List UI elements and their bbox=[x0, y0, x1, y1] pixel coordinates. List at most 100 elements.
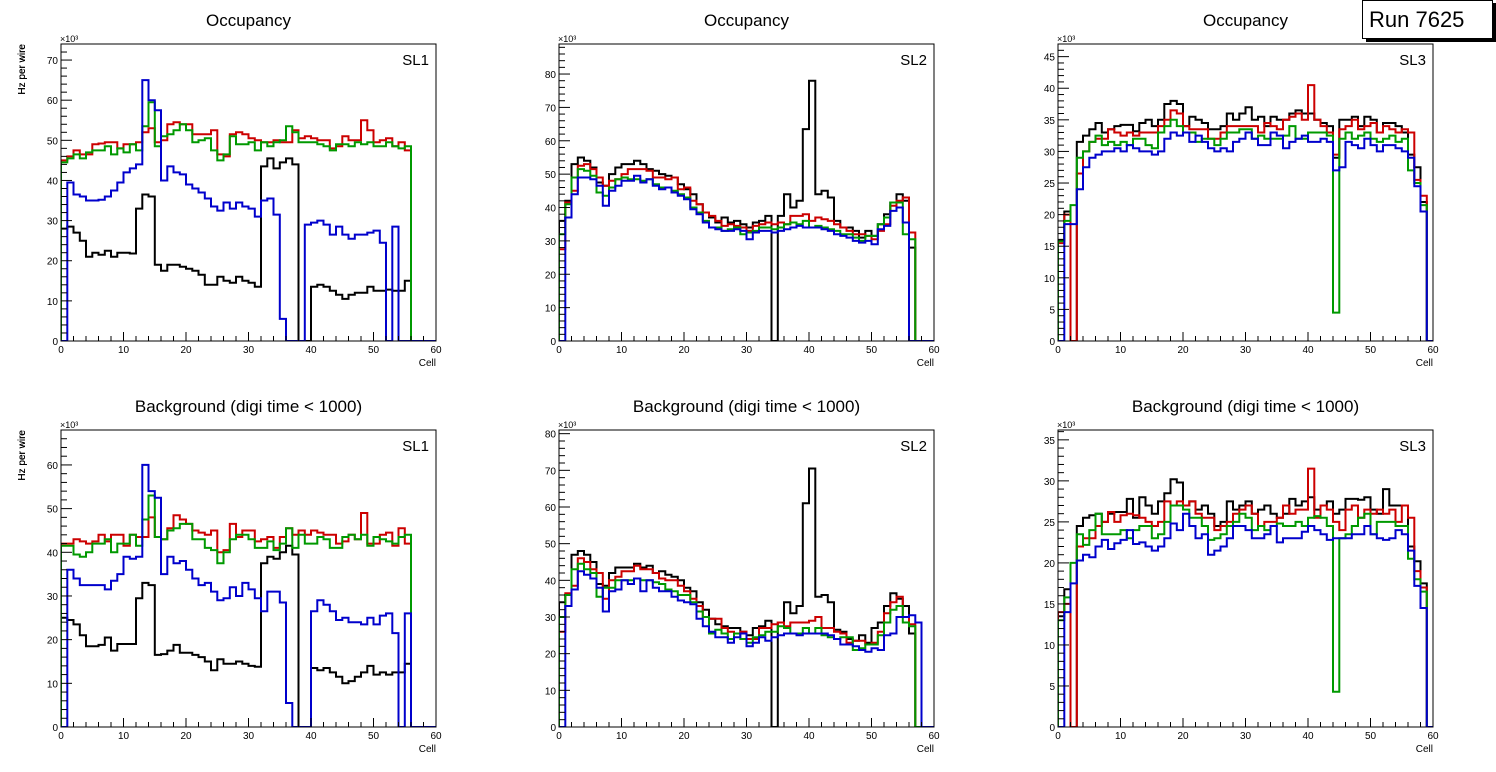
y-tick-label: 5 bbox=[1049, 305, 1055, 316]
x-tick-label: 10 bbox=[118, 345, 130, 356]
y-tick-label: 20 bbox=[1044, 559, 1056, 570]
plot-frame bbox=[558, 43, 935, 342]
y-axis-label: Hz per wire bbox=[17, 44, 28, 95]
x-tick-label: 0 bbox=[58, 345, 64, 356]
y-axis-label: Hz per wire bbox=[17, 44, 28, 95]
x-tick-label: 60 bbox=[430, 345, 442, 356]
x-tick-label: 40 bbox=[1302, 345, 1314, 356]
x-axis-label: Cell bbox=[419, 358, 436, 369]
series-line-black bbox=[61, 544, 436, 727]
y-tick-label: 50 bbox=[47, 136, 59, 147]
series-line-green bbox=[61, 494, 436, 727]
histogram-panel-5: Background (digi time < 1000) 0 10 20 30 40 50… bbox=[17, 397, 940, 755]
y-tick-label: 40 bbox=[545, 204, 557, 215]
x-tick-label: 40 bbox=[1302, 731, 1314, 742]
series-line-black bbox=[559, 79, 934, 341]
x-tick-label: 20 bbox=[678, 345, 690, 356]
superlayer-label: SL1 bbox=[402, 52, 429, 69]
y-axis-label: Hz per wire bbox=[17, 430, 28, 481]
panel-title: Occupancy bbox=[704, 11, 790, 30]
series-line-green bbox=[559, 168, 934, 341]
panel-title: Background (digi time < 1000) bbox=[135, 397, 362, 416]
y-tick-label: 35 bbox=[1044, 116, 1056, 127]
x-tick-label: 0 bbox=[556, 345, 562, 356]
y-tick-label: 0 bbox=[550, 723, 556, 734]
x-tick-label: 60 bbox=[928, 731, 940, 742]
histogram-panel-6: Background (digi time < 1000) 0 10 20 30 40 50… bbox=[17, 397, 1439, 755]
series-line-green bbox=[559, 562, 934, 727]
superlayer-label: SL2 bbox=[900, 52, 927, 69]
x-tick-label: 30 bbox=[1240, 731, 1252, 742]
x-tick-label: 30 bbox=[741, 731, 753, 742]
y-tick-label: 20 bbox=[545, 270, 557, 281]
superlayer-label: SL2 bbox=[900, 438, 927, 455]
x-tick-label: 0 bbox=[1055, 345, 1061, 356]
y-multiplier-label: ×10³ bbox=[60, 420, 78, 430]
histogram-panel-4: Background (digi time < 1000) 0 10 20 30 40 50… bbox=[17, 397, 442, 755]
y-tick-label: 80 bbox=[545, 430, 557, 441]
x-tick-label: 40 bbox=[305, 345, 317, 356]
y-tick-label: 50 bbox=[47, 505, 59, 516]
x-tick-label: 60 bbox=[928, 345, 940, 356]
y-tick-label: 10 bbox=[1044, 274, 1056, 285]
y-tick-label: 70 bbox=[545, 466, 557, 477]
y-tick-label: 50 bbox=[545, 540, 557, 551]
y-tick-label: 0 bbox=[550, 337, 556, 348]
panel-title: Occupancy bbox=[206, 11, 292, 30]
series-line-blue bbox=[1058, 512, 1433, 727]
y-tick-label: 10 bbox=[47, 297, 59, 308]
x-tick-label: 50 bbox=[866, 731, 878, 742]
y-tick-label: 10 bbox=[1044, 641, 1056, 652]
y-tick-label: 25 bbox=[1044, 518, 1056, 529]
histogram-panel-3: Occupancy 0 10 20 30 40 50 60 0 5 10 15 20 25 30 35 40 45… bbox=[17, 11, 1439, 369]
y-multiplier-label: ×10³ bbox=[558, 420, 576, 430]
series-line-green bbox=[1058, 504, 1433, 727]
x-tick-label: 50 bbox=[866, 345, 878, 356]
y-multiplier-label: ×10³ bbox=[1057, 34, 1075, 44]
y-tick-label: 60 bbox=[47, 96, 59, 107]
x-tick-label: 50 bbox=[1365, 731, 1377, 742]
panel-title: Occupancy bbox=[1203, 11, 1289, 30]
series-line-red bbox=[1058, 467, 1433, 727]
series-line-red bbox=[61, 512, 436, 727]
x-tick-label: 40 bbox=[803, 731, 815, 742]
x-tick-label: 20 bbox=[180, 731, 192, 742]
y-tick-label: 70 bbox=[47, 56, 59, 67]
x-tick-label: 50 bbox=[368, 345, 380, 356]
y-tick-label: 40 bbox=[545, 576, 557, 587]
y-axis-label: Hz per wire bbox=[17, 430, 28, 481]
y-tick-label: 35 bbox=[1044, 436, 1056, 447]
y-axis-label: Hz per wire bbox=[17, 44, 28, 95]
series-line-red bbox=[1058, 84, 1433, 341]
x-tick-label: 40 bbox=[803, 345, 815, 356]
series-line-black bbox=[61, 157, 436, 341]
y-tick-label: 40 bbox=[47, 176, 59, 187]
x-tick-label: 50 bbox=[368, 731, 380, 742]
series-line-green bbox=[61, 101, 436, 341]
y-tick-label: 30 bbox=[47, 217, 59, 228]
y-tick-label: 20 bbox=[47, 257, 59, 268]
series-line-black bbox=[1058, 478, 1433, 727]
y-tick-label: 30 bbox=[1044, 147, 1056, 158]
x-tick-label: 40 bbox=[305, 731, 317, 742]
plot-frame bbox=[1057, 43, 1434, 342]
y-tick-label: 20 bbox=[545, 650, 557, 661]
series-line-blue bbox=[61, 79, 436, 341]
y-tick-label: 15 bbox=[1044, 242, 1056, 253]
plot-frame bbox=[1057, 429, 1434, 728]
series-line-blue bbox=[559, 570, 934, 727]
y-tick-label: 30 bbox=[1044, 477, 1056, 488]
y-tick-label: 25 bbox=[1044, 179, 1056, 190]
x-tick-label: 10 bbox=[616, 345, 628, 356]
y-tick-label: 30 bbox=[47, 592, 59, 603]
x-tick-label: 20 bbox=[678, 731, 690, 742]
y-tick-label: 10 bbox=[47, 679, 59, 690]
y-tick-label: 0 bbox=[52, 337, 58, 348]
x-tick-label: 0 bbox=[1055, 731, 1061, 742]
x-tick-label: 10 bbox=[1115, 345, 1127, 356]
series-line-black bbox=[559, 467, 934, 727]
superlayer-label: SL3 bbox=[1399, 438, 1426, 455]
series-line-black bbox=[1058, 99, 1433, 341]
series-line-blue bbox=[61, 463, 436, 727]
